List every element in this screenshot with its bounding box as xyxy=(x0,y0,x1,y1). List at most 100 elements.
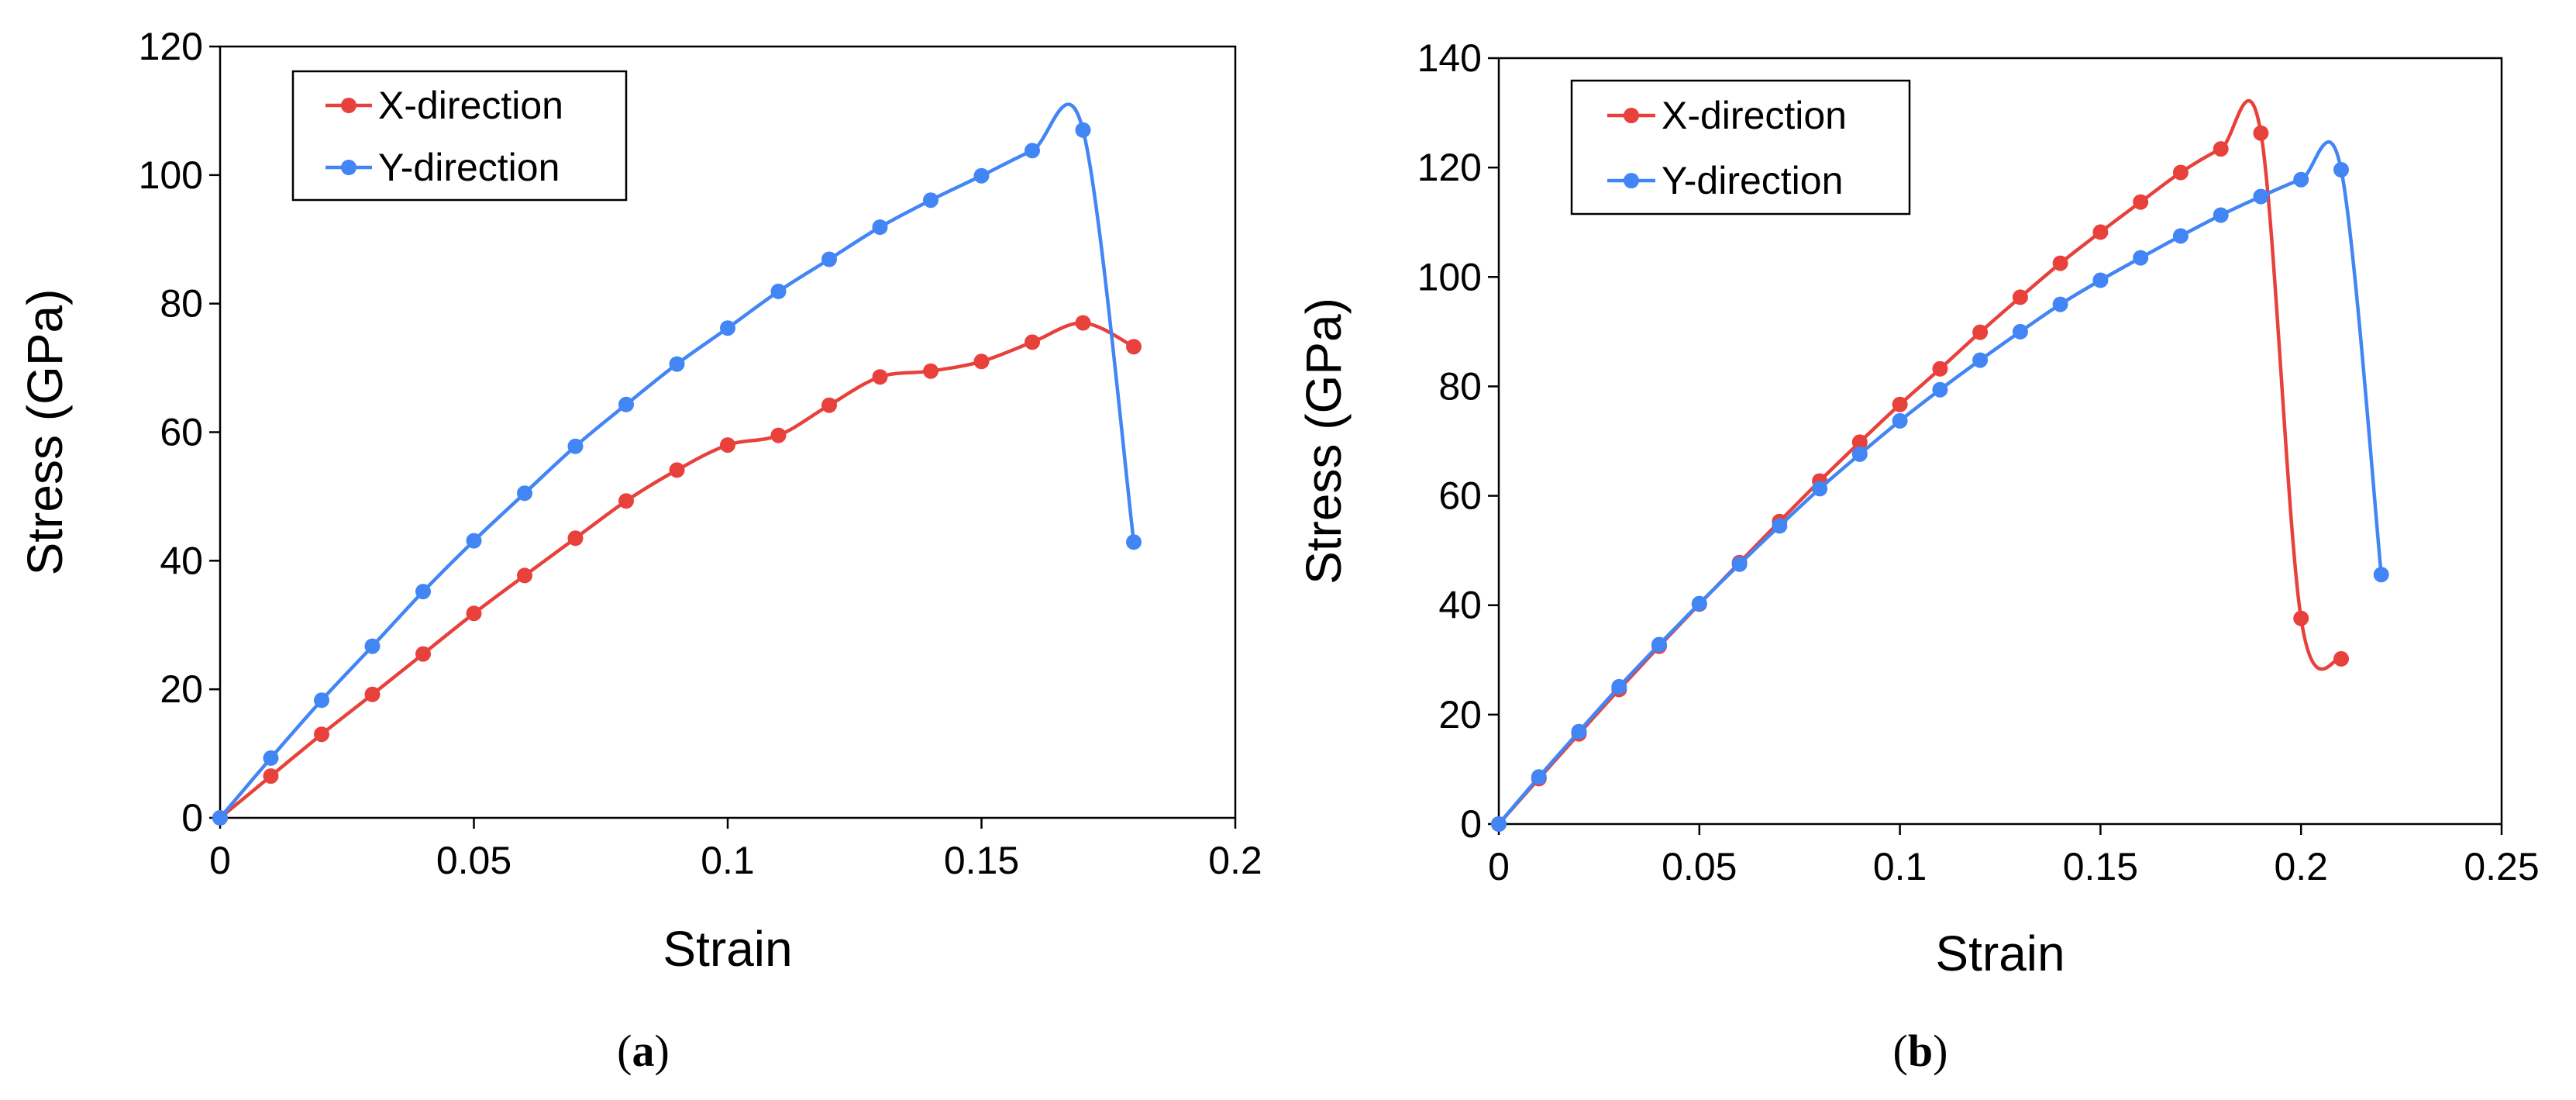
y-tick-label: 60 xyxy=(1438,474,1482,518)
y-tick-label: 0 xyxy=(1460,802,1482,846)
data-point xyxy=(1851,434,1868,450)
data-point xyxy=(567,438,584,454)
x-tick-label: 0.15 xyxy=(944,839,1019,882)
panel-caption-letter: b xyxy=(1908,1026,1933,1076)
y-tick-label: 0 xyxy=(181,796,203,840)
data-point xyxy=(2172,164,2189,181)
legend: X-direction Y-direction xyxy=(291,70,628,202)
legend-entry-label: X-direction xyxy=(378,84,563,127)
y-tick-label: 120 xyxy=(139,25,203,68)
y-tick-label: 80 xyxy=(1438,364,1482,408)
data-point xyxy=(2333,650,2349,667)
data-point xyxy=(1075,315,1091,331)
data-point xyxy=(517,567,532,584)
data-point xyxy=(1851,446,1868,462)
data-point xyxy=(2213,207,2229,223)
legend-entry-label: X-direction xyxy=(1662,94,1847,137)
y-tick-label: 140 xyxy=(1417,36,1482,80)
x-axis-title: Strain xyxy=(1935,926,2065,981)
y-tick-label: 120 xyxy=(1417,146,1482,189)
x-tick-label: 0.1 xyxy=(1873,845,1927,888)
legend-entry-label: Y-direction xyxy=(378,146,560,189)
legend-swatch-marker xyxy=(341,160,356,175)
data-point xyxy=(314,726,329,743)
data-point xyxy=(567,530,584,547)
data-point xyxy=(1972,324,1989,340)
data-point xyxy=(364,686,381,702)
data-point xyxy=(1932,381,1948,398)
y-tick-label: 80 xyxy=(160,282,203,326)
data-point xyxy=(1892,396,1908,412)
series-line xyxy=(218,321,1136,820)
data-point xyxy=(872,369,888,385)
data-point xyxy=(1126,339,1142,355)
data-point xyxy=(2092,272,2109,288)
data-point xyxy=(1651,636,1667,653)
series-line xyxy=(1496,140,2383,826)
panel-caption: (b) xyxy=(1893,1026,1948,1076)
data-point xyxy=(1972,352,1989,368)
data-point xyxy=(618,493,634,509)
data-point xyxy=(1772,518,1788,534)
data-point xyxy=(1491,816,1507,832)
x-tick-label: 0.2 xyxy=(1208,839,1262,882)
data-point xyxy=(1611,678,1627,695)
data-point xyxy=(364,638,381,654)
data-point xyxy=(669,356,685,372)
data-point xyxy=(2333,162,2349,178)
series-y-direction xyxy=(212,102,1142,826)
data-point xyxy=(821,251,837,267)
data-point xyxy=(212,810,228,826)
chart-panel-b: 0 20 40 60 80 100 120 140 0 0.05 0.1 0.15 0.2 0.25 Str… xyxy=(1296,36,2540,1076)
y-axis-title: Stress (GPa) xyxy=(17,289,73,576)
x-tick-label: 0.15 xyxy=(2063,845,2138,888)
x-tick-label: 0 xyxy=(1488,845,1510,888)
data-point xyxy=(1812,481,1828,497)
data-point xyxy=(2133,250,2149,266)
data-point xyxy=(1691,595,1707,612)
y-tick-label: 60 xyxy=(160,411,203,454)
data-point xyxy=(923,192,938,209)
y-tick-label: 100 xyxy=(1417,255,1482,298)
series-y-direction xyxy=(1491,140,2389,832)
data-point xyxy=(1731,556,1748,572)
x-tick-label: 0.05 xyxy=(1662,845,1737,888)
panel-caption: (a) xyxy=(617,1026,670,1076)
data-point xyxy=(466,533,482,549)
x-tick-label: 0 xyxy=(209,839,231,882)
series-x-direction xyxy=(212,315,1142,826)
data-point xyxy=(1571,723,1587,740)
x-axis-title: Strain xyxy=(663,921,792,977)
data-point xyxy=(770,283,787,299)
data-point xyxy=(1126,534,1142,550)
y-tick-label: 20 xyxy=(160,667,203,711)
data-point xyxy=(1531,769,1547,785)
data-point xyxy=(2172,228,2189,244)
data-point xyxy=(973,353,990,370)
data-point xyxy=(2253,125,2269,141)
legend-swatch-marker xyxy=(1624,108,1639,123)
x-tick-label: 0.25 xyxy=(2464,845,2539,888)
data-point xyxy=(2373,567,2389,583)
data-point xyxy=(2052,296,2068,312)
data-point xyxy=(1892,412,1908,429)
data-point xyxy=(263,768,279,784)
data-point xyxy=(821,397,837,413)
chart-panel-a: 0 20 40 60 80 100 120 0 0.05 0.1 0.15 0.2 Strain Stre… xyxy=(17,25,1262,1076)
data-point xyxy=(517,485,532,502)
legend-swatch-marker xyxy=(1624,173,1639,188)
x-tick-label: 0.2 xyxy=(2274,845,2328,888)
series-line xyxy=(218,102,1136,820)
data-point xyxy=(923,363,938,379)
data-point xyxy=(1025,334,1040,350)
legend-frame xyxy=(1570,79,1911,216)
data-point xyxy=(872,219,888,235)
data-point xyxy=(1025,143,1040,159)
data-point xyxy=(720,320,735,336)
data-point xyxy=(466,605,482,622)
data-point xyxy=(2293,171,2309,188)
panel-caption-letter: a xyxy=(632,1026,655,1076)
data-point xyxy=(1075,122,1091,138)
data-point xyxy=(770,427,787,443)
legend-swatch-marker xyxy=(341,98,356,113)
